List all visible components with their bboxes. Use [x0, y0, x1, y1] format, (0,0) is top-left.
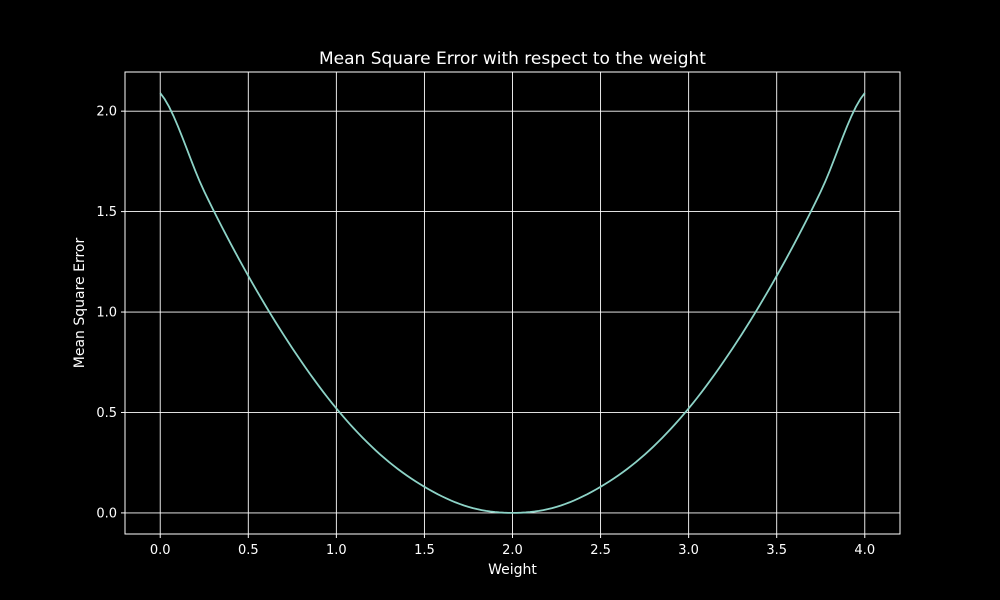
series-layer: [159, 92, 866, 514]
x-tick-label: 1.5: [414, 543, 435, 558]
y-tick-label: 1.0: [96, 306, 117, 321]
y-tick-label: 2.0: [96, 105, 117, 120]
x-tick-label: 2.0: [502, 543, 523, 558]
chart-title: Mean Square Error with respect to the we…: [319, 49, 706, 69]
x-tick-label: 0.5: [238, 543, 259, 558]
y-axis-label: Mean Square Error: [72, 238, 88, 369]
x-tick-label: 4.0: [854, 543, 875, 558]
y-tick-label: 0.5: [96, 406, 117, 421]
x-axis-label: Weight: [488, 562, 537, 578]
x-tick-label: 3.5: [766, 543, 787, 558]
grid: [125, 72, 900, 534]
x-tick-label: 0.0: [150, 543, 171, 558]
x-tick-label: 3.0: [678, 543, 699, 558]
ticks: 0.0 0.5 1.0 1.5 2.0 2.5 3.0 3.5 4.0 0.0 0.5 1.0 1.5 2…: [96, 105, 875, 558]
y-tick-label: 0.0: [96, 506, 117, 521]
series-line: [159, 92, 866, 514]
x-tick-label: 1.0: [326, 543, 347, 558]
y-tick-label: 1.5: [96, 205, 117, 220]
x-tick-label: 2.5: [590, 543, 611, 558]
